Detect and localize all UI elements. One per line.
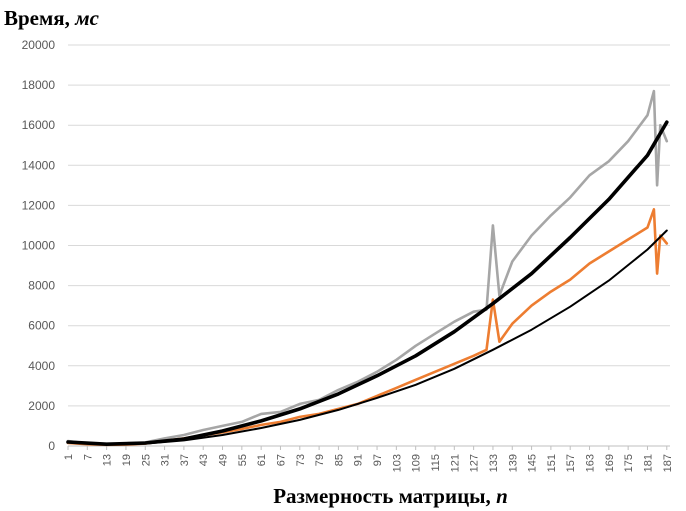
x-tick-label: 163 xyxy=(585,454,597,472)
series-lines xyxy=(66,89,669,447)
x-tick-label: 25 xyxy=(140,454,152,466)
series-line-trend_orange xyxy=(67,229,668,446)
x-axis-label: Размерность матрицы, n xyxy=(273,484,508,508)
x-tick-label: 49 xyxy=(218,454,230,466)
x-tick-label: 121 xyxy=(449,454,461,472)
x-tick-label: 151 xyxy=(546,454,558,472)
y-tick-label: 14000 xyxy=(22,158,56,172)
y-tick-label: 10000 xyxy=(22,239,56,253)
x-tick-labels: 1 7 13 19 25 31 37 43 49 55 61 67 73 79 85 91 97 103 109 11… xyxy=(63,454,674,472)
x-tick-label: 55 xyxy=(237,454,249,466)
y-tick-label: 12000 xyxy=(22,198,56,212)
x-tick-label: 61 xyxy=(256,454,268,466)
y-tick-label: 8000 xyxy=(28,279,55,293)
x-tick-label: 127 xyxy=(469,454,481,472)
y-tick-label: 4000 xyxy=(28,359,55,373)
x-tick-label: 97 xyxy=(372,454,384,466)
x-tick-label: 139 xyxy=(507,454,519,472)
gridlines xyxy=(67,44,670,450)
y-tick-label: 18000 xyxy=(22,78,56,92)
y-tick-label: 0 xyxy=(48,439,55,453)
y-axis-label: Время, мс xyxy=(4,6,99,30)
x-tick-label: 157 xyxy=(565,454,577,472)
x-tick-label: 1 xyxy=(63,454,75,460)
x-tick-label: 181 xyxy=(642,454,654,472)
x-tick-label: 115 xyxy=(430,454,442,472)
x-tick-label: 103 xyxy=(391,454,403,472)
y-tick-labels: 0 2000 4000 6000 8000 10000 12000 14000 16000 180… xyxy=(22,38,56,453)
x-tick-label: 91 xyxy=(353,454,365,466)
x-tick-label: 37 xyxy=(179,454,191,466)
series-line-gray xyxy=(66,89,669,446)
y-tick-label: 16000 xyxy=(22,118,56,132)
y-tick-label: 6000 xyxy=(28,319,55,333)
x-tick-label: 7 xyxy=(82,454,94,460)
series-line-trend_gray xyxy=(66,120,669,447)
x-tick-label: 85 xyxy=(333,454,345,466)
x-tick-label: 31 xyxy=(160,454,172,466)
y-tick-label: 20000 xyxy=(22,38,56,52)
x-tick-label: 79 xyxy=(314,454,326,466)
x-tick-label: 13 xyxy=(102,454,114,466)
x-tick-label: 169 xyxy=(604,454,616,472)
y-tick-label: 2000 xyxy=(28,399,55,413)
x-tick-label: 175 xyxy=(623,454,635,472)
x-tick-label: 19 xyxy=(121,454,133,466)
x-tick-label: 43 xyxy=(198,454,210,466)
x-tick-label: 133 xyxy=(488,454,500,472)
x-tick-label: 187 xyxy=(662,454,674,472)
series-line-orange xyxy=(66,208,669,447)
x-tick-label: 73 xyxy=(295,454,307,466)
x-tick-label: 109 xyxy=(411,454,423,472)
x-tick-label: 67 xyxy=(275,454,287,466)
x-tick-label: 145 xyxy=(527,454,539,472)
